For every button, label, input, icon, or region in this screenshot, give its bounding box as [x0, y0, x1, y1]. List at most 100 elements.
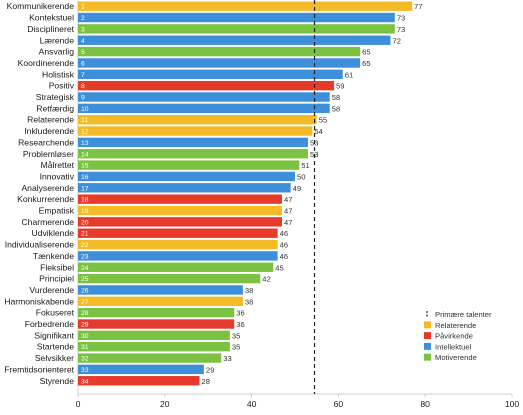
bar-16 [78, 171, 295, 182]
x-tick-label: 20 [160, 399, 170, 409]
category-label: Vurderende [29, 285, 74, 295]
bar-5 [78, 46, 361, 57]
bar-22 [78, 239, 278, 250]
legend-swatch-påvirkende [424, 332, 431, 340]
category-label: Fokuseret [36, 308, 75, 318]
bar-24 [78, 262, 274, 272]
category-label: Researchende [18, 137, 74, 147]
legend-swatch-motiverende [424, 353, 431, 361]
category-label: Fleksibel [40, 262, 74, 272]
category-label: Positiv [49, 81, 75, 91]
bar-19 [78, 205, 282, 216]
category-label: Styrende [40, 376, 75, 386]
rank-label: 1 [81, 4, 85, 11]
rank-label: 7 [81, 72, 85, 79]
category-label: Udviklende [31, 228, 74, 238]
category-label: Forbedrende [25, 319, 74, 329]
bar-18 [78, 194, 282, 204]
bar-3 [78, 24, 395, 34]
value-label: 47 [284, 207, 292, 216]
value-label: 36 [236, 309, 244, 318]
category-label: Tænkende [33, 251, 74, 261]
bar-30 [78, 330, 230, 341]
bar-29 [78, 319, 235, 329]
value-label: 46 [280, 241, 288, 250]
value-label: 73 [397, 25, 405, 34]
rank-label: 22 [81, 242, 89, 249]
rank-label: 24 [81, 265, 89, 272]
bar-6 [78, 58, 361, 68]
category-label: Kommunikerende [7, 1, 75, 11]
value-label: 46 [280, 252, 288, 261]
rank-label: 29 [81, 322, 89, 329]
x-tick-label: 80 [420, 399, 430, 409]
value-label: 38 [245, 297, 253, 306]
category-label: Principiel [39, 274, 74, 284]
bar-9 [78, 92, 330, 102]
value-label: 35 [232, 331, 240, 340]
rank-label: 13 [81, 140, 89, 147]
value-label: 55 [319, 116, 327, 125]
value-label: 73 [397, 14, 405, 23]
value-label: 54 [314, 127, 322, 136]
bar-4 [78, 35, 391, 45]
category-label: Harmoniskabende [4, 296, 74, 306]
category-label: Konkurrerende [17, 194, 74, 204]
category-label: Disciplineret [27, 24, 74, 34]
value-label: 47 [284, 195, 292, 204]
rank-label: 10 [81, 106, 89, 113]
rank-label: 21 [81, 231, 89, 238]
value-label: 49 [293, 184, 301, 193]
rank-label: 18 [81, 197, 89, 204]
bar-10 [78, 103, 330, 114]
rank-label: 16 [81, 174, 89, 181]
bar-2 [78, 12, 395, 23]
bar-32 [78, 353, 222, 363]
category-label: Relaterende [27, 115, 74, 125]
bar-28 [78, 307, 235, 318]
category-label: Innovativ [40, 171, 75, 181]
rank-label: 31 [81, 344, 89, 351]
rank-label: 12 [81, 129, 89, 136]
legend-label: Intellektuel [435, 342, 472, 351]
bar-31 [78, 342, 230, 352]
bar-17 [78, 183, 291, 193]
rank-label: 27 [81, 299, 89, 306]
category-label: Holistisk [42, 69, 75, 79]
value-label: 72 [392, 36, 400, 45]
rank-label: 32 [81, 356, 89, 363]
x-tick-label: 0 [76, 399, 81, 409]
value-label: 61 [345, 70, 353, 79]
category-label: Inkluderende [24, 126, 74, 136]
legend-swatch-intellektuel [424, 342, 431, 350]
legend-label: Primære talenter [435, 310, 492, 319]
rank-label: 20 [81, 219, 89, 226]
bar-1 [78, 1, 413, 11]
bar-11 [78, 115, 317, 125]
bar-13 [78, 137, 309, 148]
rank-label: 8 [81, 83, 85, 90]
bar-33 [78, 364, 204, 375]
value-label: 45 [275, 263, 283, 272]
category-label: Empatisk [39, 206, 75, 216]
rank-label: 28 [81, 310, 89, 317]
rank-label: 9 [81, 95, 85, 102]
value-label: 47 [284, 218, 292, 227]
legend-swatch-relaterende [424, 321, 431, 329]
rank-label: 5 [81, 49, 85, 56]
value-label: 28 [202, 377, 210, 386]
bar-21 [78, 228, 278, 238]
bar-25 [78, 273, 261, 284]
value-label: 77 [414, 2, 422, 11]
category-label: Individualiserende [5, 240, 74, 250]
bar-7 [78, 69, 343, 79]
rank-label: 19 [81, 208, 89, 215]
value-label: 29 [206, 365, 214, 374]
rank-label: 25 [81, 276, 89, 283]
bar-12 [78, 126, 313, 136]
value-label: 42 [262, 275, 270, 284]
value-label: 50 [297, 172, 305, 181]
rank-label: 11 [81, 117, 88, 124]
bar-27 [78, 296, 243, 306]
